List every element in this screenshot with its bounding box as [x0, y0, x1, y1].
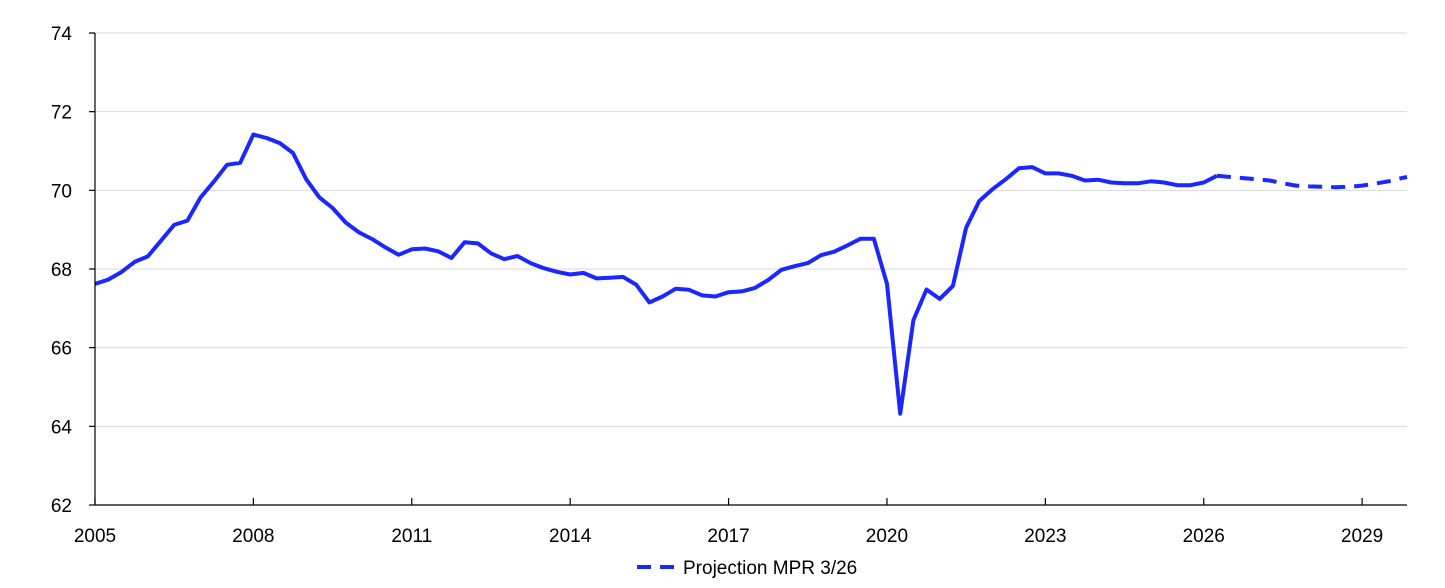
legend-label-projection: Projection MPR 3/26 [683, 558, 857, 579]
x-tick-label-2023: 2023 [1024, 526, 1066, 547]
y-tick-labels: 62 64 66 68 70 72 74 [51, 24, 73, 517]
gridlines [95, 32, 1407, 427]
series-line-actual [94, 132, 1218, 416]
y-tick-label-64: 64 [51, 417, 73, 438]
y-tick-label-74: 74 [51, 24, 73, 45]
y-tick-label-70: 70 [51, 181, 72, 202]
y-tick-label-68: 68 [51, 260, 72, 281]
legend: Projection MPR 3/26 [637, 558, 857, 579]
x-tick-label-2026: 2026 [1183, 526, 1225, 547]
series-line-projection [1216, 173, 1408, 190]
x-tick-label-2008: 2008 [232, 526, 274, 547]
y-tick-label-72: 72 [51, 103, 72, 124]
x-tick-label-2020: 2020 [866, 526, 908, 547]
y-tick-label-66: 66 [51, 339, 72, 360]
x-tick-label-2011: 2011 [391, 526, 432, 547]
x-tick-label-2014: 2014 [549, 526, 592, 547]
x-tick-label-2005: 2005 [74, 526, 116, 547]
x-tick-label-2017: 2017 [707, 526, 749, 547]
axes [89, 32, 1407, 506]
x-tick-labels: 2005 2008 2011 2014 2017 2020 2023 2026 2029 [74, 526, 1383, 547]
x-tick-label-2029: 2029 [1341, 526, 1383, 547]
series-lines [94, 132, 1408, 416]
y-tick-label-62: 62 [51, 496, 72, 517]
